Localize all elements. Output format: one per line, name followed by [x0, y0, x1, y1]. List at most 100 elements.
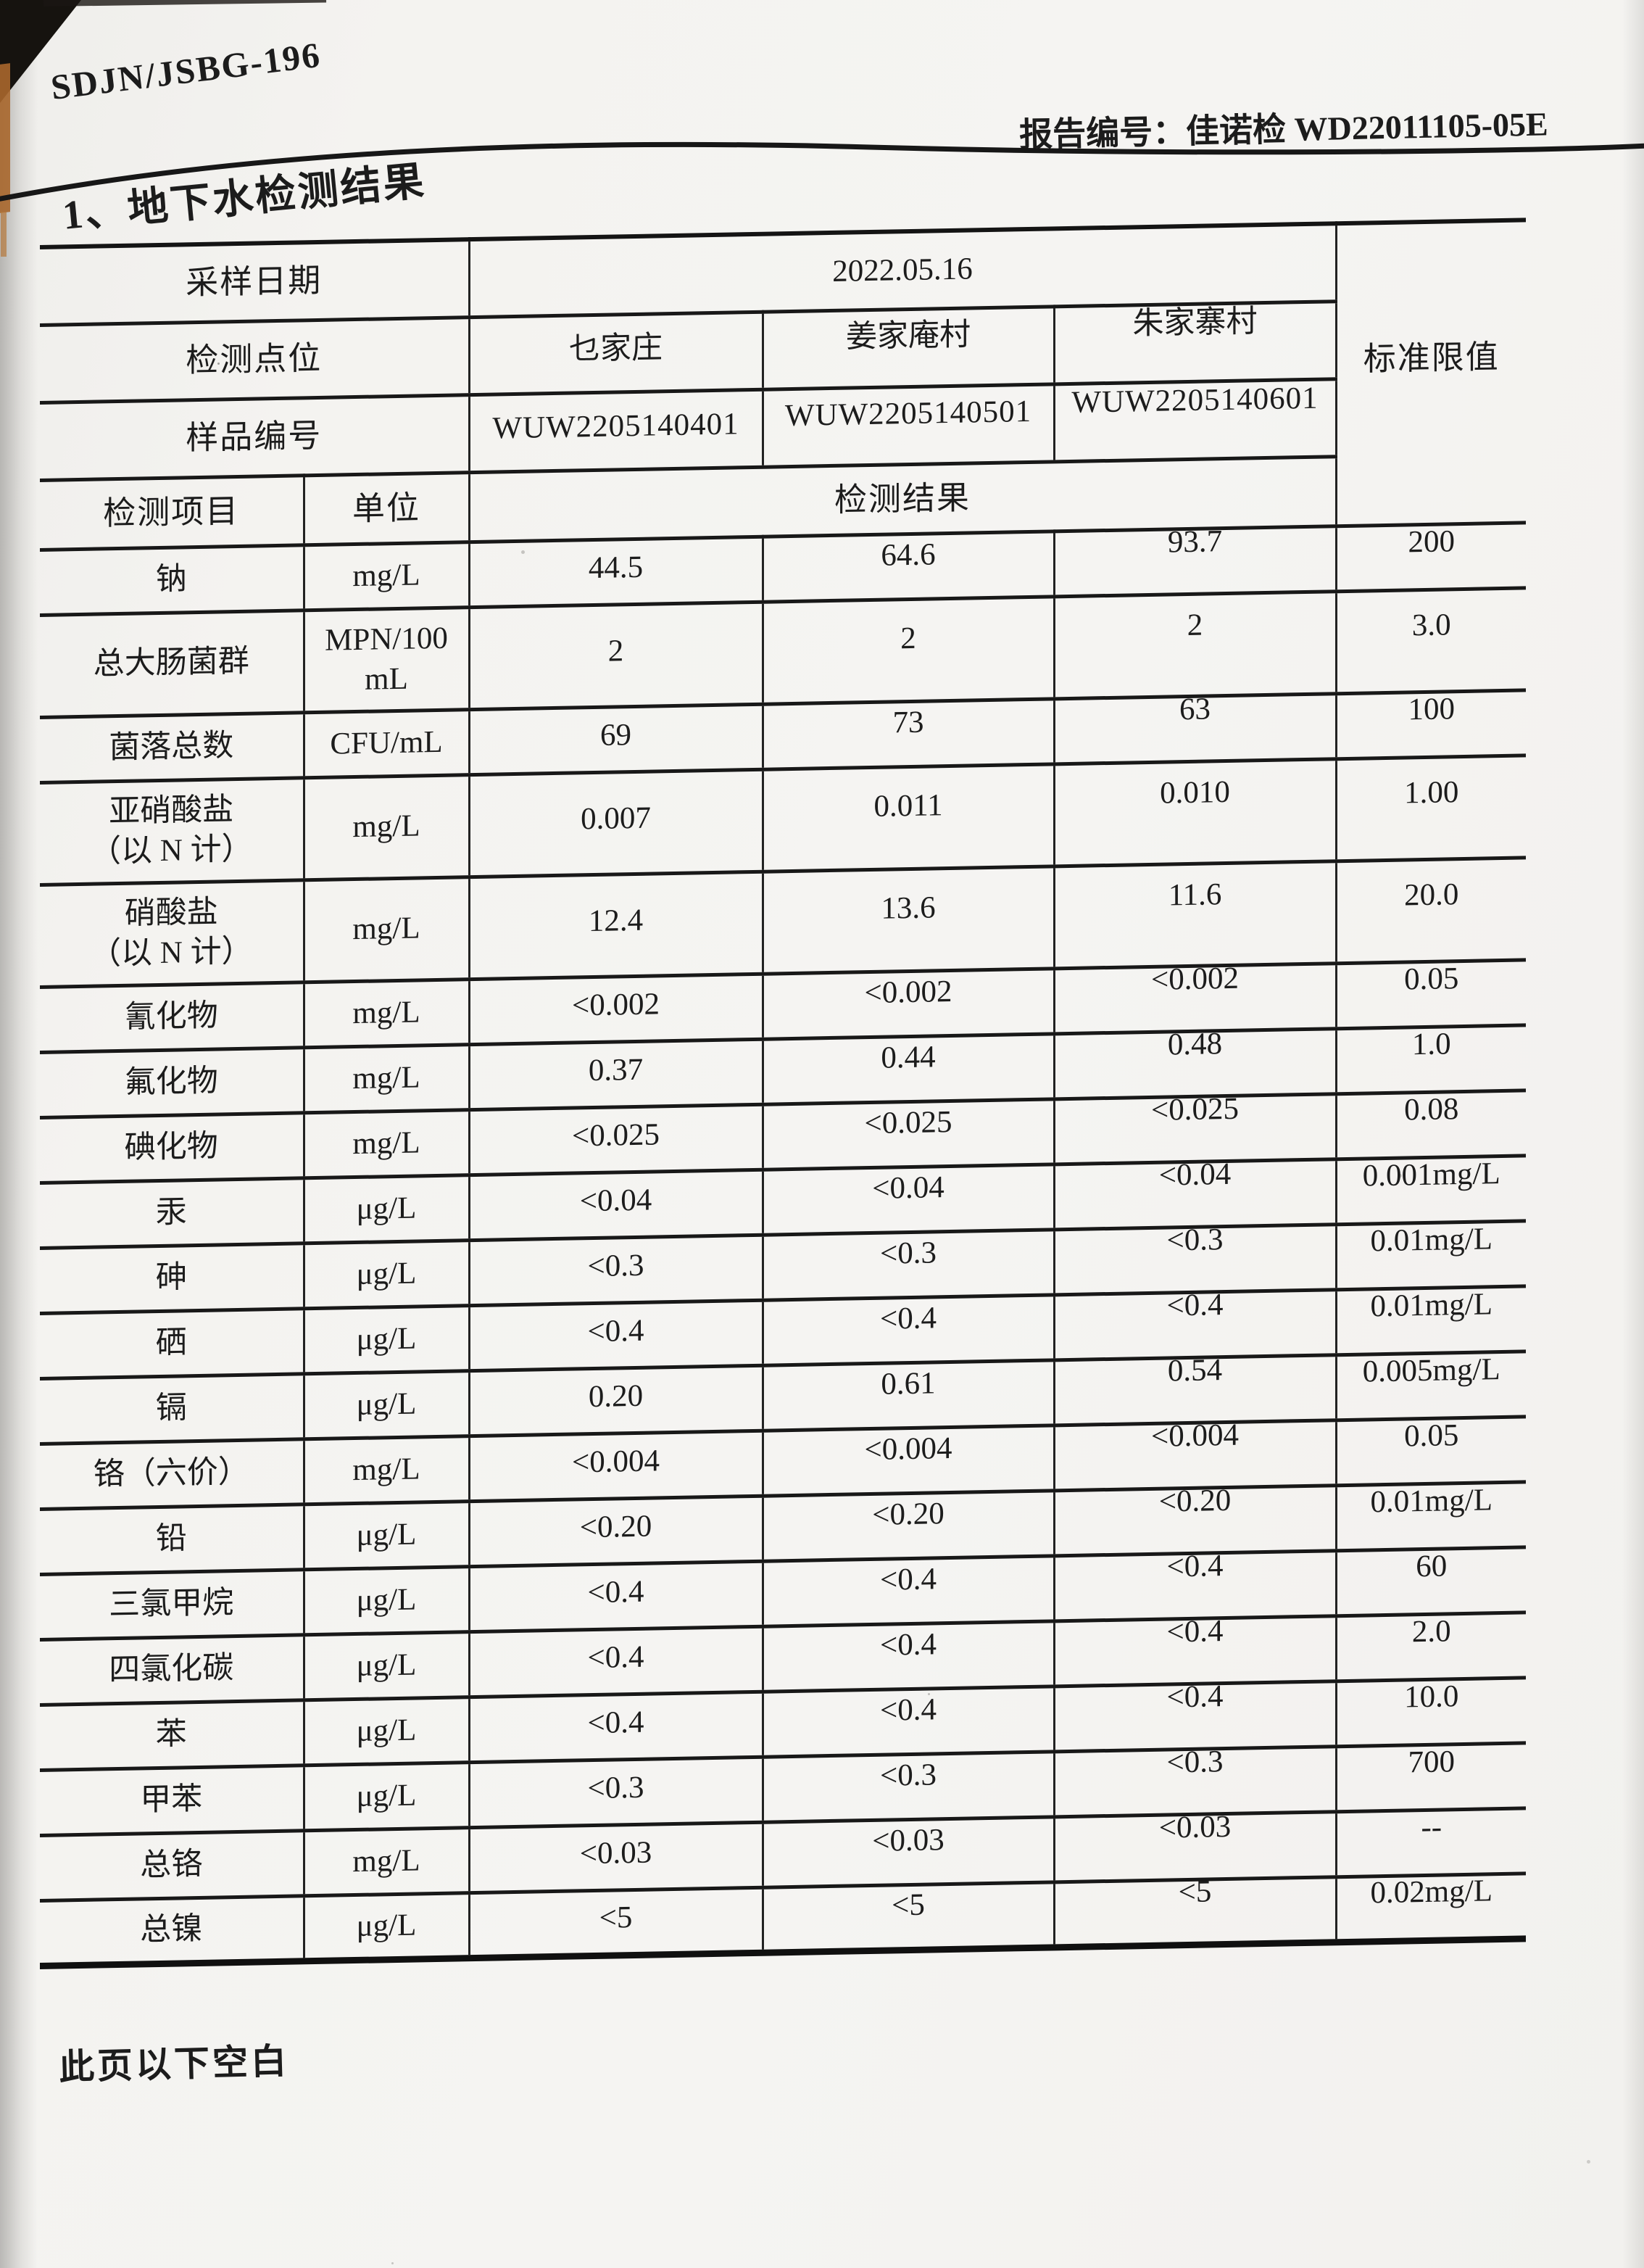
result-cell: 0.007 [469, 769, 763, 877]
item-cell: 三氯甲烷 [40, 1569, 304, 1639]
item-cell: 苯 [40, 1700, 304, 1770]
result-cell: <0.4 [469, 1626, 763, 1697]
result-cell: <0.04 [763, 1164, 1055, 1235]
item-cell: 四氯化碳 [40, 1634, 304, 1705]
result-cell: <0.20 [763, 1490, 1055, 1561]
limit-cell: 0.05 [1336, 959, 1527, 1029]
limit-cell: 0.05 [1336, 1416, 1527, 1486]
scan-right-edge-shadow [1622, 0, 1644, 2268]
item-cell: 甲苯 [40, 1765, 304, 1835]
result-cell: 11.6 [1054, 861, 1337, 969]
result-cell: 2 [763, 596, 1055, 704]
result-cell: <0.3 [469, 1234, 763, 1306]
limit-cell: 0.01mg/L [1336, 1286, 1527, 1355]
item-cell: 砷 [40, 1243, 304, 1313]
limit-cell: 0.01mg/L [1336, 1481, 1527, 1551]
result-cell: <5 [469, 1887, 763, 1958]
sample-no-cell: WUW2205140601 [1054, 378, 1337, 462]
limit-cell: 700 [1336, 1742, 1527, 1812]
result-cell: 0.20 [469, 1365, 763, 1436]
result-cell: 0.44 [763, 1033, 1055, 1104]
result-cell: 0.61 [763, 1359, 1055, 1431]
unit-cell: mg/L [304, 1044, 470, 1113]
limit-cell: 10.0 [1336, 1677, 1527, 1747]
item-header-cell: 检测项目 [40, 475, 304, 550]
unit-cell: μg/L [304, 1697, 470, 1766]
paper-speck [217, 363, 220, 365]
unit-cell: μg/L [304, 1501, 470, 1570]
limit-cell: 0.001mg/L [1336, 1155, 1527, 1225]
doc-code: SDJN/JSBG-196 [49, 34, 323, 108]
limit-cell: 100 [1336, 690, 1527, 759]
item-cell: 铅 [40, 1504, 304, 1574]
result-cell: <0.4 [763, 1686, 1055, 1757]
result-cell: 73 [763, 698, 1055, 769]
item-cell: 总铬 [40, 1830, 304, 1900]
item-cell: 氟化物 [40, 1047, 304, 1117]
result-cell: <0.4 [763, 1555, 1055, 1626]
limit-cell: 0.08 [1336, 1090, 1527, 1159]
result-cell: <0.03 [469, 1821, 763, 1893]
result-cell: <0.3 [763, 1229, 1055, 1300]
item-cell: 总大肠菌群 [40, 610, 304, 717]
unit-cell: CFU/mL [304, 709, 470, 778]
result-cell: 0.011 [763, 763, 1055, 872]
unit-cell: μg/L [304, 1175, 470, 1243]
item-cell: 碘化物 [40, 1112, 304, 1183]
limit-cell: 200 [1336, 522, 1527, 592]
unit-cell: μg/L [304, 1305, 470, 1374]
unit-cell: mg/L [304, 877, 470, 982]
unit-cell: μg/L [304, 1240, 470, 1309]
scan-edge-color-artifact [1, 212, 7, 257]
site-cell: 朱家寨村 [1054, 301, 1337, 384]
item-cell: 硝酸盐 （以 N 计） [40, 880, 304, 987]
result-cell: <0.002 [763, 968, 1055, 1039]
result-cell: <0.3 [763, 1751, 1055, 1822]
results-table-wrap: 采样日期 2022.05.16 标准限值 检测点位 乜家庄 姜家庵村 朱家寨村 [40, 218, 1527, 1969]
result-cell: <0.4 [763, 1294, 1055, 1365]
site-label-cell: 检测点位 [40, 317, 470, 402]
item-cell: 菌落总数 [40, 712, 304, 782]
limit-cell: 1.00 [1336, 755, 1527, 861]
unit-cell: μg/L [304, 1631, 470, 1700]
result-cell: <0.4 [763, 1621, 1055, 1692]
standard-limit-header-cell: 标准限值 [1336, 220, 1527, 526]
unit-cell: μg/L [304, 1566, 470, 1635]
limit-cell: 20.0 [1336, 857, 1527, 964]
unit-cell: MPN/100 mL [304, 607, 470, 713]
scan-left-gutter-shadow [0, 0, 38, 2268]
unit-header-cell: 单位 [304, 472, 470, 545]
scan-top-edge-artifact [43, 0, 327, 7]
result-cell: <0.4 [469, 1560, 763, 1632]
results-body: 钠 mg/L 44.5 64.6 93.7 200 总大肠菌群 MPN/100 mL 2 2 2 3.0… [40, 522, 1527, 1966]
result-cell: <0.025 [469, 1104, 763, 1175]
result-cell: 63 [1054, 692, 1337, 764]
result-cell: 13.6 [763, 866, 1055, 974]
limit-cell: 1.0 [1336, 1025, 1527, 1094]
item-cell: 镉 [40, 1373, 304, 1444]
limit-cell: 60 [1336, 1547, 1527, 1616]
unit-cell: mg/L [304, 1827, 470, 1896]
item-cell: 总镍 [40, 1895, 304, 1966]
site-cell: 姜家庵村 [763, 306, 1055, 389]
unit-cell: μg/L [304, 1762, 470, 1831]
result-cell: 2 [1054, 591, 1337, 699]
sample-no-label-cell: 样品编号 [40, 394, 470, 480]
sample-no-cell: WUW2205140501 [763, 384, 1055, 467]
unit-cell: mg/L [304, 1109, 470, 1178]
unit-cell: mg/L [304, 979, 470, 1048]
result-cell: <0.03 [763, 1816, 1055, 1887]
item-cell: 汞 [40, 1178, 304, 1248]
result-cell: <5 [763, 1882, 1055, 1953]
item-cell: 亚硝酸盐 （以 N 计） [40, 777, 304, 885]
result-cell: <0.025 [763, 1098, 1055, 1170]
result-cell: <5 [1054, 1874, 1337, 1948]
item-cell: 氰化物 [40, 982, 304, 1052]
unit-cell: mg/L [304, 542, 470, 611]
result-cell: <0.20 [469, 1495, 763, 1567]
site-cell: 乜家庄 [469, 311, 763, 395]
limit-cell: 0.02mg/L [1336, 1873, 1527, 1942]
limit-cell: 2.0 [1336, 1612, 1527, 1681]
item-cell: 硒 [40, 1308, 304, 1378]
